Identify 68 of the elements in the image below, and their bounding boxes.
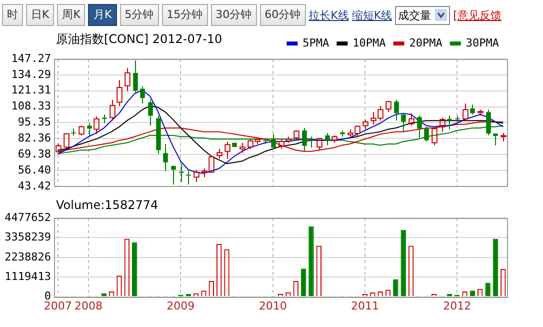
bar (393, 279, 398, 296)
y-tick-label: 43.42 (18, 179, 51, 192)
legend-label: 10PMA (352, 36, 386, 50)
candlestick (194, 169, 200, 183)
chart-title: Volume:1582774 (56, 198, 158, 212)
y-tick-label: 121.31 (11, 84, 51, 97)
y-tick-label: 2238826 (4, 250, 51, 264)
candlestick (493, 134, 498, 146)
y-tick-label: 95.35 (18, 116, 51, 129)
y-tick-label: 4477652 (4, 210, 51, 224)
candlestick (186, 170, 191, 185)
x-tick-label: 2008 (74, 299, 103, 312)
legend-label: 30PMA (466, 36, 500, 50)
x-tick-label: 2010 (258, 299, 287, 312)
candlestick (455, 115, 460, 122)
text: 月K (88, 4, 117, 26)
y-tick-label: 3358239 (4, 230, 51, 244)
text: 30分钟 (210, 4, 257, 26)
candlestick (271, 134, 276, 150)
candlestick (309, 136, 314, 148)
text: [意见反馈 (453, 8, 502, 22)
bar (308, 226, 314, 296)
candlestick (163, 143, 168, 172)
y-tick-label: 108.33 (11, 100, 51, 113)
chart-title: 原油指数[CONC] 2012-07-10 (56, 32, 222, 46)
legend-label: 20PMA (409, 36, 443, 50)
text: 时 (2, 4, 23, 26)
text: 缩短K线 (352, 8, 392, 22)
candlestick (263, 137, 268, 144)
candlestick (224, 141, 230, 160)
y-tick-label: 69.38 (18, 147, 51, 160)
candlestick (71, 128, 76, 136)
x-tick-label: 2011 (350, 299, 379, 312)
x-tick-label: 2012 (443, 299, 472, 312)
y-tick-label: 1119413 (4, 270, 51, 283)
candlestick (102, 114, 107, 124)
candlestick (394, 99, 399, 122)
y-tick-label: 147.27 (11, 52, 51, 65)
y-tick-label: 56.40 (18, 163, 51, 176)
text: 60分钟 (260, 4, 306, 26)
candlestick (478, 109, 484, 116)
y-tick-label: 82.36 (18, 131, 51, 144)
bar (400, 230, 406, 296)
text: 日K (26, 4, 54, 26)
candlestick (408, 112, 414, 126)
y-tick-label: 134.29 (11, 68, 51, 81)
text: 周K (57, 4, 86, 26)
bar (492, 238, 498, 296)
text: 拉长K线 (308, 8, 349, 22)
text: 5分钟 (120, 4, 159, 26)
candlestick (470, 104, 475, 116)
candlestick (87, 122, 92, 136)
x-tick-label: 2009 (166, 299, 195, 312)
bar (132, 242, 138, 296)
candlestick (179, 163, 184, 183)
candlestick (133, 60, 138, 93)
candlestick (140, 86, 145, 104)
text: 15分钟 (162, 4, 208, 26)
text: 成交量 (395, 6, 450, 24)
bar (300, 268, 306, 296)
legend-label: 5PMA (302, 36, 330, 50)
candlestick (401, 112, 406, 132)
candlestick (302, 128, 307, 152)
candlestick (325, 132, 330, 146)
candlestick (148, 99, 153, 126)
candlestick (124, 67, 130, 92)
candlestick (116, 80, 122, 106)
bar (485, 282, 490, 296)
